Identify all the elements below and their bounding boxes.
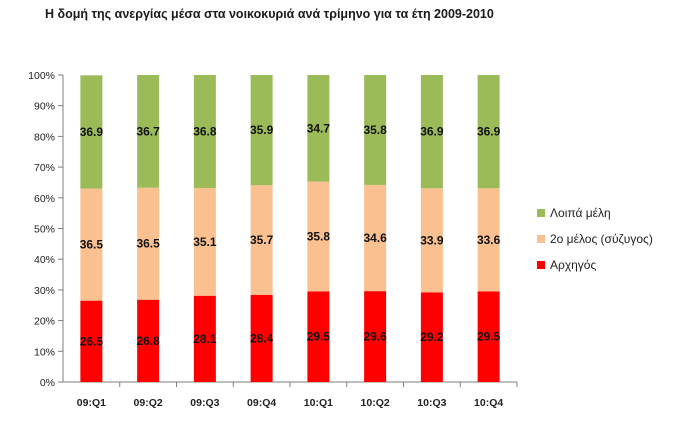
data-label: 28.4 xyxy=(250,331,274,345)
bar-segment xyxy=(364,291,387,382)
legend-label: 2ο μέλος (σύζυγος) xyxy=(550,232,653,246)
data-label: 29.6 xyxy=(363,330,387,344)
bar-segment xyxy=(80,300,103,382)
data-label: 35.8 xyxy=(363,123,387,137)
y-tick-label: 20% xyxy=(34,316,55,328)
y-tick-label: 100% xyxy=(28,70,55,82)
y-tick-label: 30% xyxy=(34,285,55,297)
legend-label: Αρχηγός xyxy=(550,258,596,272)
data-label: 36.7 xyxy=(136,124,160,138)
y-tick-label: 0% xyxy=(40,377,55,389)
bar-segment xyxy=(193,187,216,296)
data-label: 36.5 xyxy=(80,238,104,252)
bar-segment xyxy=(193,295,216,382)
bar-segment xyxy=(250,294,273,382)
bar-segment xyxy=(250,185,273,295)
bar-segment xyxy=(137,299,160,382)
data-label: 28.1 xyxy=(193,332,217,346)
data-label: 36.5 xyxy=(136,237,160,251)
y-tick-label: 80% xyxy=(34,131,55,143)
data-label: 33.9 xyxy=(420,233,444,247)
data-label: 26.8 xyxy=(136,334,160,348)
bar-segment xyxy=(477,188,500,292)
bar-segment xyxy=(137,187,160,300)
legend-label: Λοιπά μέλη xyxy=(550,206,611,220)
bar-segment xyxy=(420,292,443,382)
data-label: 29.5 xyxy=(477,330,501,344)
bar-segment xyxy=(477,291,500,382)
bar-segment xyxy=(307,181,330,292)
bar-segment xyxy=(250,75,273,186)
chart-title: Η δομή της ανεργίας μέσα στα νοικοκυριά … xyxy=(45,7,494,21)
data-label: 36.9 xyxy=(420,125,444,139)
x-tick-label: 10:Q2 xyxy=(361,397,390,409)
y-tick-label: 70% xyxy=(34,162,55,174)
legend-swatch xyxy=(537,235,545,243)
y-tick-label: 10% xyxy=(34,346,55,358)
data-label: 34.6 xyxy=(363,231,387,245)
data-label: 36.9 xyxy=(477,125,501,139)
x-tick-label: 10:Q3 xyxy=(417,397,446,409)
data-label: 35.7 xyxy=(250,233,274,247)
x-tick-label: 09:Q4 xyxy=(247,397,276,409)
data-label: 35.9 xyxy=(250,123,274,137)
bar-segment xyxy=(364,184,387,292)
data-label: 35.8 xyxy=(307,229,331,243)
bar-segment xyxy=(193,75,216,188)
bar-segment xyxy=(307,291,330,382)
x-tick-label: 10:Q4 xyxy=(474,397,503,409)
data-label: 29.2 xyxy=(420,330,444,344)
x-tick-label: 09:Q1 xyxy=(77,397,106,409)
data-label: 26.5 xyxy=(80,334,104,348)
data-label: 29.5 xyxy=(307,330,331,344)
bar-segment xyxy=(80,188,103,301)
x-tick-label: 10:Q1 xyxy=(304,397,333,409)
bar-segment xyxy=(420,75,443,189)
bar-segment xyxy=(137,75,160,188)
data-label: 33.6 xyxy=(477,233,501,247)
data-label: 34.7 xyxy=(307,121,331,135)
y-tick-label: 50% xyxy=(34,224,55,236)
bar-segment xyxy=(307,75,330,182)
y-tick-label: 60% xyxy=(34,193,55,205)
bar-segment xyxy=(420,188,443,293)
legend-swatch xyxy=(537,261,545,269)
y-tick-label: 90% xyxy=(34,101,55,113)
data-label: 36.9 xyxy=(80,125,104,139)
x-tick-label: 09:Q3 xyxy=(190,397,219,409)
bar-segment xyxy=(477,75,500,189)
bar-segment xyxy=(80,75,103,189)
legend-swatch xyxy=(537,209,545,217)
y-tick-label: 40% xyxy=(34,254,55,266)
x-tick-label: 09:Q2 xyxy=(134,397,163,409)
data-label: 35.1 xyxy=(193,235,217,249)
bar-segment xyxy=(364,75,387,185)
data-label: 36.8 xyxy=(193,124,217,138)
